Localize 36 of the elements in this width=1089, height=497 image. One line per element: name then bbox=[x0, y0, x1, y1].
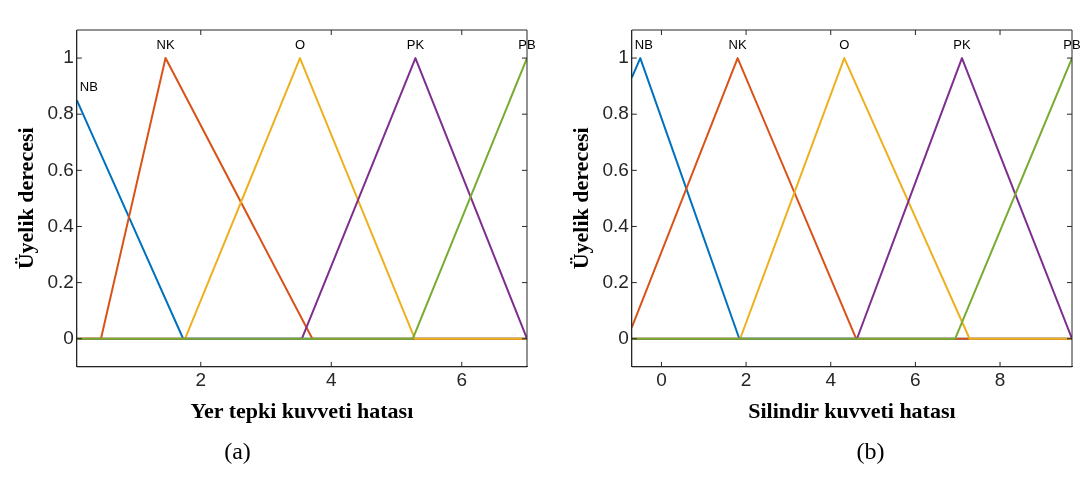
y-tick-label: 0.6 bbox=[47, 158, 74, 180]
y-tick-label: 0.4 bbox=[602, 214, 630, 236]
y-tick-label: 0.8 bbox=[47, 102, 74, 124]
y-tick-label: 1 bbox=[63, 46, 74, 68]
y-tick-label: 0 bbox=[63, 326, 74, 348]
x-tick-label: 2 bbox=[740, 369, 752, 391]
series-label: PK bbox=[953, 37, 971, 53]
text: (b) bbox=[855, 438, 886, 465]
series-label: PB bbox=[1063, 37, 1081, 53]
y-tick-label: 0.6 bbox=[602, 158, 629, 180]
x-tick-label: 8 bbox=[994, 369, 1006, 391]
series-label: PK bbox=[406, 37, 425, 53]
x-axis-title: Yer tepki kuvveti hatası bbox=[190, 398, 414, 424]
series-label: NB bbox=[79, 79, 98, 95]
x-tick-label: 0 bbox=[656, 369, 667, 391]
series-label: O bbox=[839, 37, 850, 53]
series-label: NB bbox=[634, 37, 653, 53]
y-axis-title: Üyelik derecesi bbox=[12, 127, 38, 270]
y-tick-label: 0.8 bbox=[602, 102, 629, 124]
x-tick-label: 4 bbox=[325, 369, 337, 391]
x-tick-label: 6 bbox=[910, 369, 921, 391]
series-label: PB bbox=[518, 37, 536, 53]
x-tick-label: 6 bbox=[456, 369, 468, 391]
x-tick-label: 4 bbox=[825, 369, 837, 391]
x-axis-title: Silindir kuvveti hatası bbox=[748, 398, 956, 424]
y-tick-label: 1 bbox=[618, 46, 629, 68]
series-label: NK bbox=[156, 37, 175, 53]
x-tick-label: 2 bbox=[195, 369, 207, 391]
y-tick-label: 0.2 bbox=[47, 270, 74, 292]
series-label: NK bbox=[728, 37, 747, 53]
text: (a) bbox=[223, 438, 252, 465]
y-tick-label: 0 bbox=[618, 326, 629, 348]
y-tick-label: 0.4 bbox=[47, 214, 75, 236]
y-tick-label: 0.2 bbox=[602, 270, 629, 292]
y-axis-title: Üyelik derecesi bbox=[567, 127, 593, 270]
series-label: O bbox=[294, 37, 306, 53]
